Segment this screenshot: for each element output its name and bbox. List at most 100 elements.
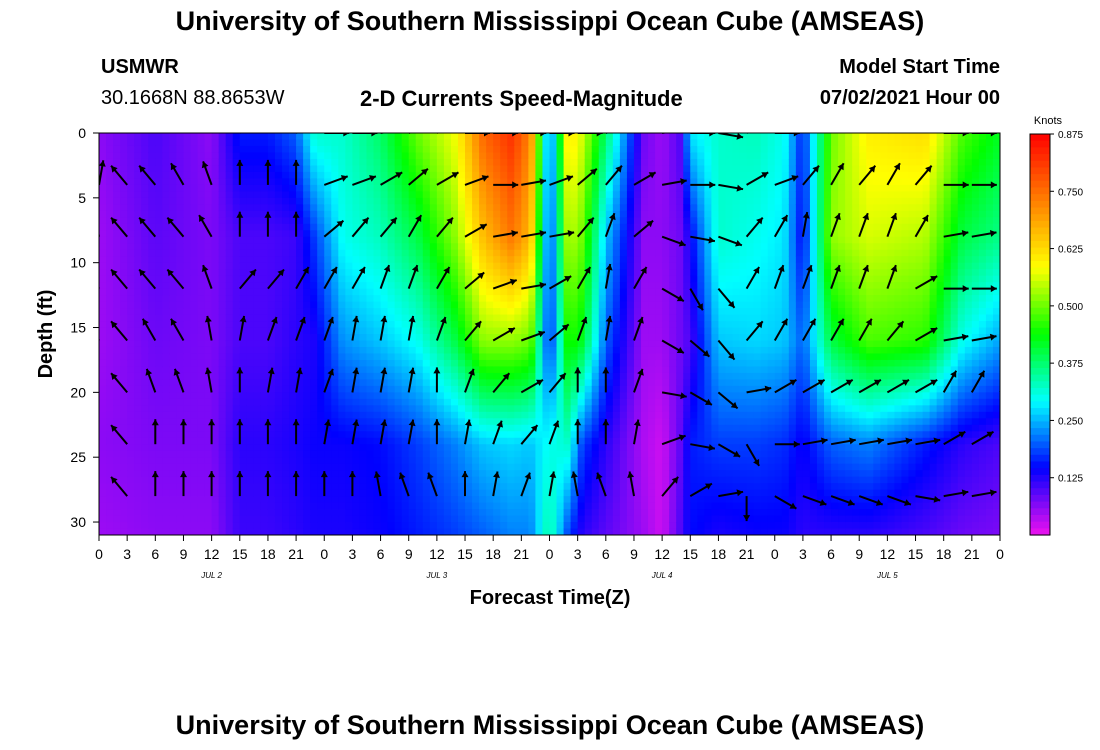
heatmap-cell [591, 210, 600, 218]
heatmap-cell [429, 152, 438, 160]
heatmap-cell [253, 204, 262, 212]
heatmap-cell [556, 256, 565, 264]
heatmap-cell [408, 483, 417, 491]
heatmap-cell [436, 366, 445, 374]
heatmap-cell [113, 372, 121, 380]
heatmap-cell [134, 321, 142, 329]
heatmap-cell [169, 431, 178, 439]
heatmap-cell [486, 191, 494, 199]
heatmap-cell [457, 178, 466, 186]
heatmap-cell [387, 191, 396, 199]
heatmap-cell [626, 353, 635, 361]
heatmap-cell [134, 256, 142, 264]
heatmap-cell [359, 249, 368, 257]
heatmap-cell [99, 191, 107, 199]
heatmap-cell [479, 256, 487, 264]
heatmap-cell [176, 145, 185, 154]
heatmap-cell [197, 184, 206, 192]
heatmap-cell [106, 444, 114, 452]
heatmap-cell [648, 372, 656, 380]
heatmap-cell [500, 197, 508, 205]
heatmap-cell [331, 184, 339, 192]
heatmap-cell [289, 262, 297, 270]
heatmap-cell [296, 269, 304, 277]
heatmap-cell [662, 314, 670, 322]
heatmap-cell [493, 230, 501, 238]
heatmap-cell [486, 288, 494, 296]
heatmap-cell [598, 463, 607, 471]
heatmap-cell [303, 139, 311, 147]
heatmap-cell [113, 197, 121, 205]
heatmap-cell [591, 489, 600, 497]
heatmap-cell [162, 191, 170, 199]
heatmap-cell [169, 398, 178, 406]
heatmap-cell [345, 204, 354, 212]
heatmap-cell [352, 230, 361, 238]
heatmap-cell [155, 236, 163, 244]
heatmap-cell [387, 145, 396, 154]
heatmap-cell [401, 288, 410, 296]
heatmap-cell [493, 158, 501, 167]
heatmap-cell [253, 528, 262, 535]
heatmap-cell [387, 178, 396, 186]
heatmap-cell [408, 470, 417, 478]
heatmap-cell [260, 327, 269, 335]
heatmap-cell [549, 204, 558, 212]
heatmap-cell [472, 444, 480, 452]
heatmap-cell [190, 210, 199, 218]
heatmap-cell [415, 288, 424, 296]
heatmap-cell [401, 385, 410, 393]
heatmap-cell [253, 230, 262, 238]
heatmap-cell [218, 424, 227, 432]
heatmap-cell [197, 158, 206, 167]
heatmap-cell [331, 509, 339, 517]
heatmap-cell [141, 398, 149, 406]
heatmap-cell [204, 405, 213, 413]
heatmap-cell [345, 243, 354, 251]
heatmap-cell [619, 372, 628, 380]
heatmap-cell [359, 502, 368, 510]
heatmap-cell [225, 385, 234, 393]
heatmap-cell [598, 431, 607, 439]
heatmap-cell [282, 210, 290, 218]
heatmap-cell [310, 450, 318, 458]
heatmap-cell [169, 379, 178, 387]
heatmap-cell [373, 288, 382, 296]
heatmap-cell [373, 308, 382, 316]
heatmap-cell [113, 314, 121, 322]
heatmap-cell [493, 171, 501, 179]
heatmap-cell [394, 230, 403, 238]
heatmap-cell [514, 223, 522, 231]
heatmap-cell [493, 359, 501, 368]
heatmap-cell [303, 191, 311, 199]
heatmap-cell [267, 178, 276, 186]
heatmap-cell [457, 372, 466, 380]
heatmap-cell [169, 385, 178, 393]
heatmap-cell [282, 223, 290, 231]
heatmap-cell [162, 165, 170, 173]
heatmap-cell [436, 457, 445, 465]
heatmap-cell [345, 496, 354, 504]
heatmap-cell [373, 366, 382, 374]
heatmap-cell [274, 133, 283, 141]
heatmap-cell [380, 288, 389, 296]
heatmap-cell [176, 243, 185, 251]
heatmap-cell [246, 431, 255, 439]
heatmap-cell [563, 314, 572, 322]
heatmap-cell [303, 476, 311, 484]
heatmap-cell [626, 444, 635, 452]
heatmap-cell [514, 275, 522, 283]
heatmap-cell [317, 411, 325, 419]
heatmap-cell [619, 204, 628, 212]
heatmap-cell [619, 334, 628, 342]
heatmap-cell [542, 444, 551, 452]
heatmap-cell [648, 301, 656, 309]
heatmap-cell [289, 385, 297, 393]
heatmap-cell [626, 502, 635, 510]
heatmap-cell [429, 346, 438, 355]
heatmap-cell [331, 145, 339, 154]
heatmap-cell [204, 463, 213, 471]
heatmap-cell [267, 295, 276, 303]
heatmap-cell [528, 346, 537, 355]
heatmap-cell [141, 385, 149, 393]
